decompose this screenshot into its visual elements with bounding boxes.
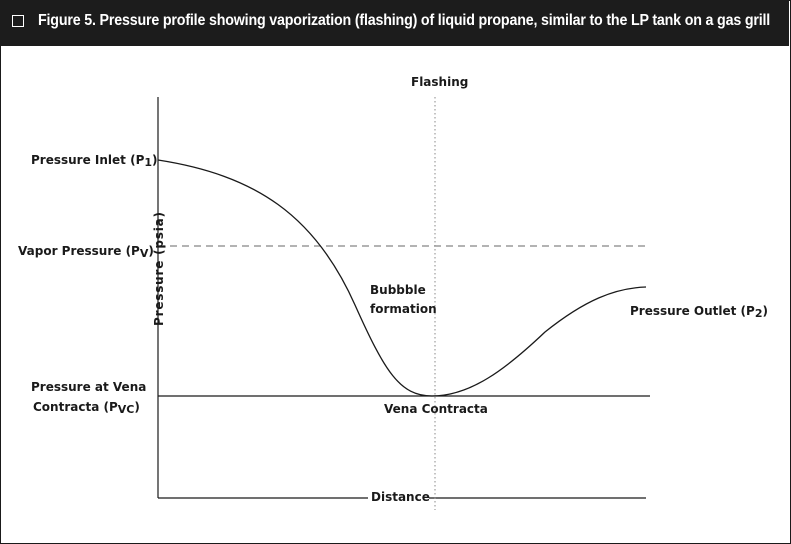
vena-pressure-label: Pressure at Vena Contracta (PVC) bbox=[31, 377, 146, 418]
vapor-pressure-label: Vapor Pressure (PV) bbox=[18, 244, 154, 260]
vapor-pressure-subscript: V bbox=[139, 247, 149, 260]
flashing-label: Flashing bbox=[411, 75, 469, 89]
vena-pressure-line1: Pressure at Vena bbox=[31, 380, 147, 394]
bubble-formation-line1: Bubbble bbox=[370, 283, 426, 297]
vena-contracta-label: Vena Contracta bbox=[384, 402, 488, 416]
checkbox-square-icon bbox=[12, 15, 24, 27]
vapor-pressure-text: Vapor Pressure (P bbox=[18, 244, 140, 258]
y-axis-label: Pressure (psia) bbox=[152, 211, 166, 326]
pressure-inlet-subscript: 1 bbox=[144, 156, 153, 169]
vena-pressure-subscript: VC bbox=[117, 403, 135, 416]
pressure-curve bbox=[157, 159, 647, 397]
pressure-outlet-subscript: 2 bbox=[754, 307, 763, 320]
vena-pressure-close: ) bbox=[134, 400, 140, 414]
pressure-inlet-label: Pressure Inlet (P1) bbox=[31, 153, 158, 169]
figure-header: Figure 5. Pressure profile showing vapor… bbox=[0, 0, 789, 46]
vena-pressure-line2: Contracta (P bbox=[33, 400, 118, 414]
x-axis-label: Distance bbox=[371, 490, 430, 504]
pressure-outlet-text: Pressure Outlet (P bbox=[630, 304, 755, 318]
bubble-formation-label: Bubbble formation bbox=[370, 281, 437, 319]
pressure-outlet-label: Pressure Outlet (P2) bbox=[630, 304, 768, 320]
pressure-inlet-text: Pressure Inlet (P bbox=[31, 153, 145, 167]
pressure-outlet-close: ) bbox=[762, 304, 768, 318]
bubble-formation-line2: formation bbox=[370, 302, 437, 316]
pressure-inlet-close: ) bbox=[152, 153, 158, 167]
figure-title: Figure 5. Pressure profile showing vapor… bbox=[38, 12, 771, 29]
vapor-pressure-close: ) bbox=[148, 244, 154, 258]
